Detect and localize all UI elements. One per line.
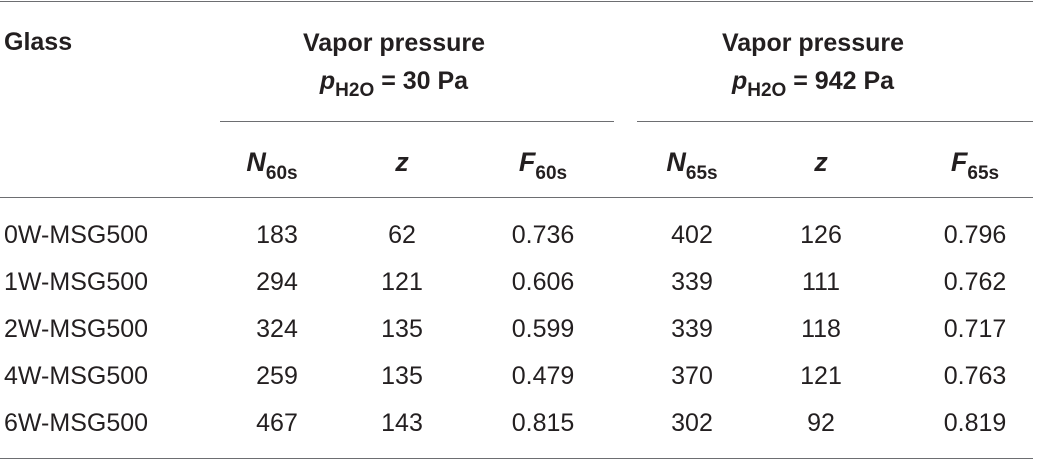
cell-n: 339 bbox=[671, 268, 713, 296]
table-row: 6W-MSG500 467 143 0.815 302 92 0.819 bbox=[0, 400, 1039, 447]
cell-n: 402 bbox=[671, 221, 713, 249]
pressure-value: = 942 Pa bbox=[793, 67, 895, 95]
glass-name: 2W-MSG500 bbox=[4, 315, 149, 343]
cell-n: 324 bbox=[256, 315, 298, 343]
group-rule-2 bbox=[637, 121, 1033, 122]
column-header-f65s: F65s bbox=[950, 147, 1000, 184]
pressure-symbol: p bbox=[319, 67, 336, 95]
pressure-symbol: p bbox=[731, 67, 748, 95]
cell-n: 339 bbox=[671, 315, 713, 343]
group-title-1: Vapor pressure bbox=[302, 29, 486, 57]
cell-n: 370 bbox=[671, 362, 713, 390]
group-title-2: Vapor pressure bbox=[721, 29, 905, 57]
cell-z: 126 bbox=[800, 221, 842, 249]
table-bottom-rule bbox=[0, 458, 1033, 459]
cell-z: 143 bbox=[381, 409, 423, 437]
cell-z: 121 bbox=[381, 268, 423, 296]
cell-f: 0.796 bbox=[943, 221, 1007, 249]
cell-n: 183 bbox=[256, 221, 298, 249]
glass-name: 0W-MSG500 bbox=[4, 221, 149, 249]
cell-z: 92 bbox=[807, 409, 835, 437]
cell-f: 0.762 bbox=[943, 268, 1007, 296]
cell-f: 0.599 bbox=[511, 315, 575, 343]
glass-name: 6W-MSG500 bbox=[4, 409, 149, 437]
pressure-value: = 30 Pa bbox=[381, 67, 469, 95]
stub-header: Glass bbox=[4, 28, 73, 56]
column-header-n65s: N65s bbox=[666, 147, 718, 184]
column-header-z-1: z bbox=[395, 147, 409, 177]
group-header-1: Vapor pressure pH2O = 30 Pa bbox=[303, 24, 485, 103]
cell-f: 0.736 bbox=[511, 221, 575, 249]
table-row: 1W-MSG500 294 121 0.606 339 111 0.762 bbox=[0, 259, 1039, 306]
column-header-z-2: z bbox=[814, 147, 828, 177]
cell-f: 0.815 bbox=[511, 409, 575, 437]
pressure-subscript: H2O bbox=[747, 80, 787, 101]
group-header-2: Vapor pressure pH2O = 942 Pa bbox=[722, 24, 904, 103]
cell-f: 0.819 bbox=[943, 409, 1007, 437]
cell-f: 0.606 bbox=[511, 268, 575, 296]
table-top-rule bbox=[0, 1, 1033, 2]
cell-z: 111 bbox=[801, 268, 841, 296]
cell-z: 135 bbox=[381, 315, 423, 343]
group-pressure-1: pH2O = 30 Pa bbox=[303, 62, 485, 103]
cell-n: 467 bbox=[256, 409, 298, 437]
table-row: 4W-MSG500 259 135 0.479 370 121 0.763 bbox=[0, 353, 1039, 400]
header-rule bbox=[0, 197, 1033, 198]
group-pressure-2: pH2O = 942 Pa bbox=[722, 62, 904, 103]
pressure-subscript: H2O bbox=[335, 80, 375, 101]
cell-n: 259 bbox=[256, 362, 298, 390]
glass-name: 1W-MSG500 bbox=[4, 268, 149, 296]
cell-z: 62 bbox=[388, 221, 416, 249]
cell-z: 118 bbox=[801, 315, 841, 343]
group-rule-1 bbox=[220, 121, 614, 122]
cell-z: 121 bbox=[800, 362, 842, 390]
cell-f: 0.479 bbox=[511, 362, 575, 390]
column-header-f60s: F60s bbox=[518, 147, 568, 184]
table-row: 0W-MSG500 183 62 0.736 402 126 0.796 bbox=[0, 212, 1039, 259]
cell-f: 0.717 bbox=[943, 315, 1007, 343]
cell-n: 302 bbox=[671, 409, 713, 437]
cell-n: 294 bbox=[256, 268, 298, 296]
glass-name: 4W-MSG500 bbox=[4, 362, 149, 390]
table-row: 2W-MSG500 324 135 0.599 339 118 0.717 bbox=[0, 306, 1039, 353]
cell-z: 135 bbox=[381, 362, 423, 390]
column-header-n60s: N60s bbox=[246, 147, 298, 184]
cell-f: 0.763 bbox=[943, 362, 1007, 390]
